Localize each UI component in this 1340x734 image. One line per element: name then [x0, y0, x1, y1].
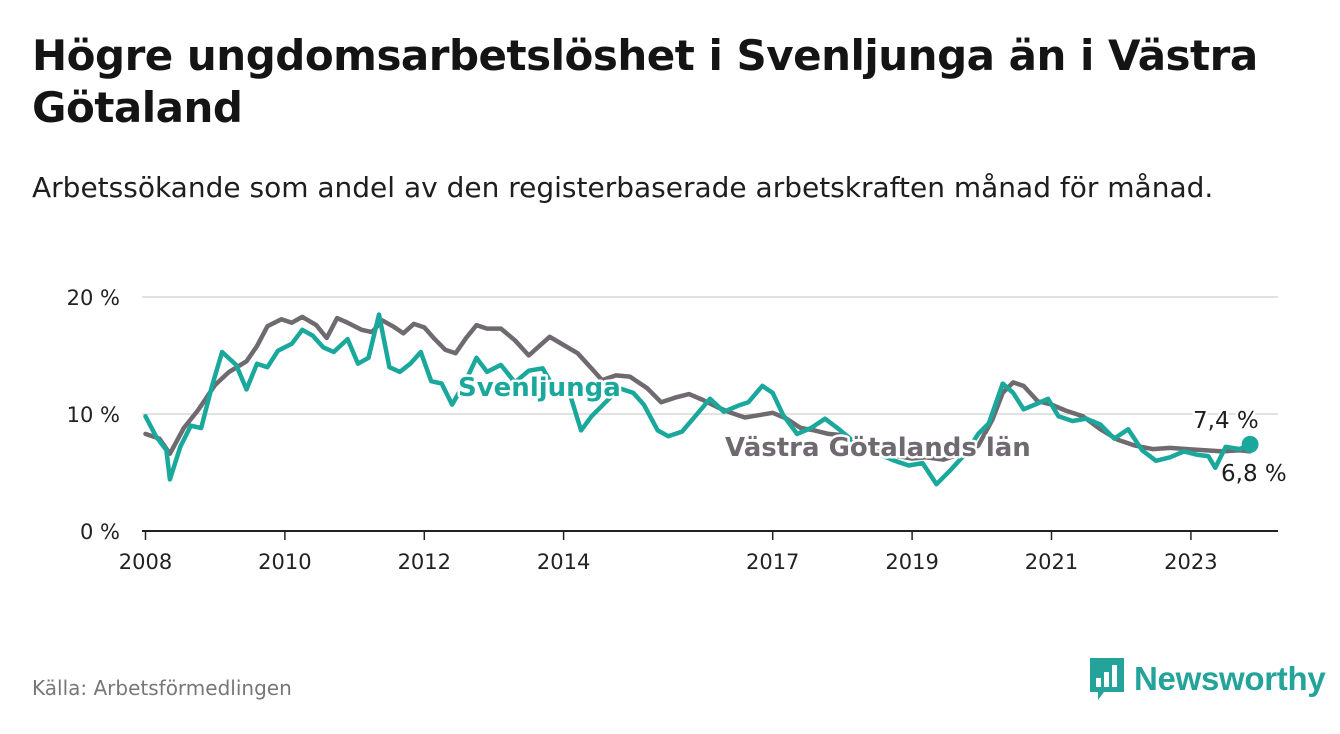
logo-bar-1 [1096, 678, 1101, 687]
chart-subtitle: Arbetssökande som andel av den registerb… [32, 171, 1214, 204]
grid-lines [142, 296, 1278, 415]
x-tick-label-2023: 2023 [1164, 550, 1217, 574]
x-tick-label-2010: 2010 [258, 550, 311, 574]
x-tick-label-2019: 2019 [885, 550, 938, 574]
x-tick-labels: 2008 2010 2012 2014 2017 2019 2021 2023 [119, 550, 1218, 574]
end-value-labels: 7,4 % 6,8 % [1191, 406, 1290, 490]
series-lines [143, 312, 1259, 487]
series-line-svenljunga [143, 312, 1253, 487]
source-note: Källa: Arbetsförmedlingen [32, 676, 292, 700]
newsworthy-logo-icon [1090, 658, 1124, 700]
chart-title: Högre ungdomsarbetslöshet i Svenljunga ä… [32, 31, 1258, 132]
x-tick-label-2014: 2014 [537, 550, 590, 574]
svenljunga-end-marker [1241, 435, 1259, 453]
y-tick-label-0: 0 % [80, 520, 120, 544]
x-tick-label-2021: 2021 [1025, 550, 1078, 574]
x-tick-label-2012: 2012 [398, 550, 451, 574]
series-label-svenljunga: Svenljunga [458, 373, 621, 403]
x-tick-label-2017: 2017 [746, 550, 799, 574]
y-tick-label-10: 10 % [67, 403, 120, 427]
newsworthy-logo: Newsworthy [1088, 656, 1326, 702]
line-chart: 20 % 10 % 0 % 2008 2010 2012 2014 2017 2… [67, 286, 1290, 574]
end-label-svenljunga: 7,4 % [1193, 408, 1259, 434]
x-ticks [144, 531, 1192, 540]
series-line-vastra-gotalands-lan [143, 314, 1253, 462]
end-label-vastra-gotalands-lan: 6,8 % [1221, 461, 1287, 487]
x-tick-label-2008: 2008 [119, 550, 172, 574]
logo-bar-2 [1104, 672, 1109, 687]
y-tick-label-20: 20 % [67, 286, 120, 310]
series-labels: Svenljunga Västra Götalands län [456, 371, 1034, 466]
logo-bar-3 [1112, 665, 1117, 687]
y-axis-labels: 20 % 10 % 0 % [67, 286, 120, 544]
newsworthy-logo-text: Newsworthy [1134, 660, 1326, 697]
x-axis: 2008 2010 2012 2014 2017 2019 2021 2023 [119, 530, 1278, 574]
series-label-vastra-gotalands-lan: Västra Götalands län [725, 433, 1031, 463]
